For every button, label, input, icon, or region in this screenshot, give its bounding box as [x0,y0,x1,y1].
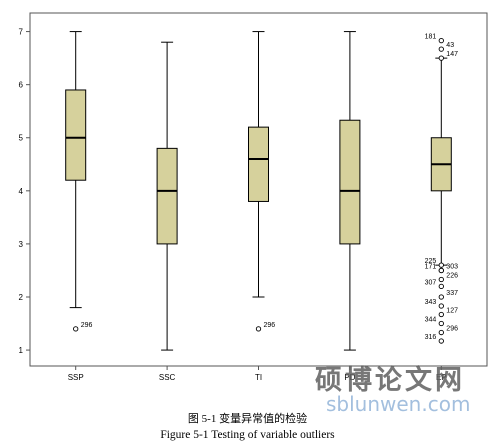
outlier-307 [438,283,444,290]
outlier-344 [438,320,444,327]
outlier-226 [438,276,444,283]
outlier-label-296: 296 [81,322,93,329]
outlier-label-343: 343 [425,299,437,306]
x-tick-label-SSP: SSP [68,373,84,382]
y-tick-label-3: 3 [19,240,24,249]
box-body [65,89,87,181]
outlier-label-303: 303 [446,263,458,270]
x-tick-label-SSC: SSC [159,373,176,382]
outlier-296 [438,329,444,336]
x-tick-label-PD: PD [344,373,355,382]
outlier-label-307: 307 [425,279,437,286]
outlier-label-127: 127 [446,308,458,315]
outlier-label-337: 337 [446,290,458,297]
outlier-label-181: 181 [425,34,437,41]
outlier-127 [438,311,444,318]
x-tick-label-EP: EP [436,373,447,382]
outlier-171 [438,267,444,274]
outlier-181 [438,37,444,44]
outlier-316 [438,338,444,344]
outlier-label-316: 316 [425,334,437,341]
outlier-label-296: 296 [264,322,276,329]
box-EP: 43 181 147 225 303 171 226 307 337 343 127 344 296 31… [425,34,458,344]
figure-caption-chinese: 图 5-1 变量异常值的检验 [187,413,308,425]
box-PD [339,31,361,351]
watermark-logo: 硕博论文网 [315,365,465,396]
outlier-label-296: 296 [446,326,458,333]
watermark-url: sblunwen.com [326,392,471,416]
x-tick-label-TI: TI [255,373,262,382]
y-axis: 1 2 3 4 5 6 7 [19,28,30,355]
y-tick-label-1: 1 [19,346,24,355]
box-SSP: 296 [65,31,93,332]
outlier-label-226: 226 [446,272,458,279]
y-tick-label-4: 4 [19,187,24,196]
y-tick-label-5: 5 [19,134,24,143]
outlier-147 [438,55,444,61]
outlier-label-225: 225 [425,258,437,265]
figure-caption-english: Figure 5-1 Testing of variable outliers [160,429,335,441]
outlier-label-171: 171 [425,263,437,270]
y-tick-label-7: 7 [19,28,24,37]
outlier-343 [438,303,444,309]
outlier-225 [438,262,444,268]
outlier-label-43: 43 [446,42,454,49]
outlier-337 [438,294,444,300]
boxes-layer: 296 296 43 181 147 225 303 171 226 307 337 343 127 34… [65,31,458,351]
box-body [248,126,269,202]
y-tick-label-2: 2 [19,293,24,302]
box-body [339,119,361,245]
outlier-296 [255,326,262,332]
x-axis: SSP SSC TI PD EP [68,366,447,382]
outlier-label-147: 147 [446,51,458,58]
outlier-label-344: 344 [425,317,437,324]
box-TI: 296 [248,31,276,332]
outlier-296 [73,326,79,332]
box-SSC [156,41,178,351]
outlier-43 [438,46,444,52]
box-body [156,147,178,245]
y-tick-label-6: 6 [19,81,24,90]
